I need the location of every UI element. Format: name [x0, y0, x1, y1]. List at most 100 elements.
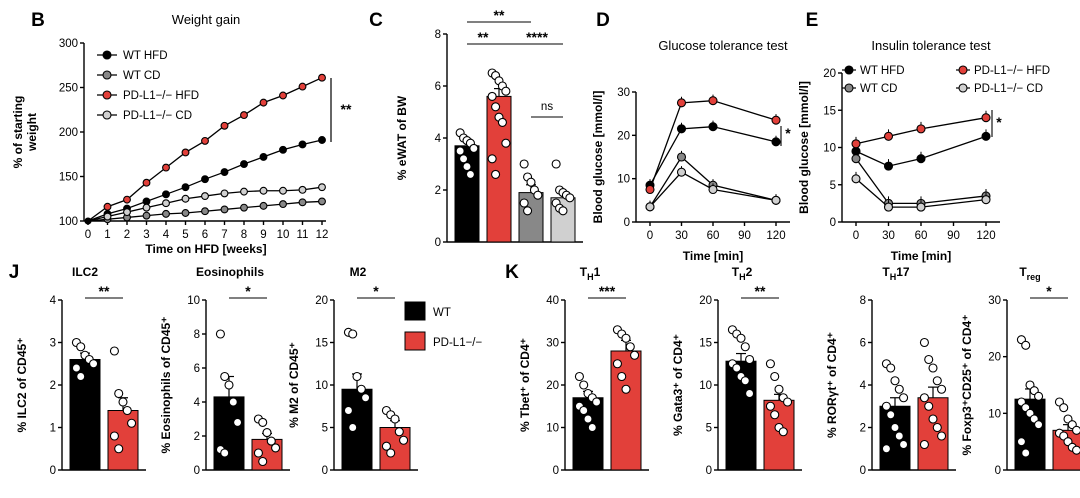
panel-label-b: B — [31, 10, 45, 31]
panel-e-y-tick-label: 10 — [823, 143, 836, 155]
panel-b-legend-marker — [102, 70, 112, 80]
panel-j2-sig: * — [245, 283, 251, 299]
panel-e-data-point — [883, 131, 894, 141]
panel-b-data-point — [259, 98, 268, 107]
panel-j2-individual-point — [253, 448, 263, 458]
panel-k3-individual-point — [899, 393, 909, 403]
panel-k2-individual-point — [732, 363, 742, 373]
panel-k3-individual-point — [894, 431, 904, 441]
panel-b-y-label-line2: weight — [25, 113, 39, 152]
panel-k4-individual-point — [1021, 340, 1031, 350]
panel-j3-individual-point — [381, 441, 391, 451]
panel-d-data-point — [708, 184, 718, 195]
panel-b-data-point — [123, 208, 131, 217]
panel-b-data-point — [298, 198, 307, 207]
legend-j-swatch-wt — [404, 301, 426, 321]
panel-k3-individual-point — [924, 401, 934, 411]
panel-b-data-point — [240, 160, 248, 168]
panel-b-data-point — [162, 209, 170, 218]
panel-c-individual-point — [526, 177, 536, 187]
panel-e-series-line — [855, 158, 987, 205]
panel-d-series-line — [649, 100, 777, 190]
panel-j3-individual-point — [348, 422, 358, 433]
panel-k3-individual-point — [886, 410, 896, 420]
panel-k4-individual-point — [1059, 403, 1069, 413]
panel-d-data-point — [676, 124, 687, 134]
panel-j2-individual-point — [228, 397, 238, 407]
panel-k3-individual-point — [919, 337, 929, 348]
panel-d-data-point — [708, 96, 718, 106]
panel-e-sig: * — [996, 114, 1002, 130]
panel-k1-individual-point — [583, 414, 593, 424]
panel-k3-y-tick-label: 2 — [860, 423, 866, 435]
panel-b-data-point — [298, 82, 307, 91]
panel-k1-y-tick-label: 40 — [546, 295, 559, 307]
panel-k3-bar — [879, 405, 911, 471]
panel-k4-y-tick-label: 10 — [988, 408, 1001, 420]
panel-c-individual-point — [565, 193, 575, 203]
panel-d-y-tick-label: 0 — [624, 217, 630, 229]
panel-j3-individual-point — [361, 393, 371, 403]
panel-k3-individual-point — [924, 354, 934, 365]
panel-j1-title: ILC2 — [72, 265, 98, 279]
panel-k1-y-tick-label: 10 — [546, 423, 559, 435]
panel-b-data-point — [259, 186, 268, 195]
panel-c-individual-point — [487, 154, 497, 164]
panel-c-individual-point — [459, 154, 469, 164]
panel-b-data-point — [240, 187, 248, 196]
panel-e-series-line — [855, 117, 987, 145]
panel-d-series-line — [649, 171, 777, 208]
panel-b-data-point — [220, 205, 229, 214]
panel-e-x-tick-label: 120 — [976, 230, 995, 242]
panel-k3-individual-point — [894, 384, 904, 394]
panel-j2-y-tick-label: 2 — [194, 431, 200, 443]
panel-b-data-point — [103, 212, 112, 221]
panel-d-data-point — [645, 202, 655, 212]
panel-k1-y-label: % Tbet⁺ of CD4⁺ — [518, 338, 532, 432]
panel-b-data-point — [201, 192, 209, 201]
panel-k4-y-label: % Foxp3⁺CD25⁺ of CD4⁺ — [960, 314, 974, 455]
panel-c-individual-point — [455, 146, 465, 156]
panel-k2-y-label: % Gata3⁺ of CD4⁺ — [671, 334, 685, 436]
panel-j2-individual-point — [258, 417, 268, 427]
panel-c-y-tick-label: 2 — [435, 185, 441, 197]
panel-e-data-point — [851, 154, 861, 164]
panel-c-y-label: % eWAT of BW — [395, 95, 409, 180]
panel-d-x-tick-label: 120 — [766, 230, 785, 242]
panel-d-series-line — [649, 126, 777, 186]
panel-e-data-point — [883, 161, 894, 171]
panel-k2-sig: ** — [755, 283, 766, 299]
panel-k2-y-tick-label: 20 — [699, 295, 712, 307]
panel-b-x-tick-label: 12 — [316, 229, 329, 241]
panel-k3-individual-point — [932, 422, 942, 433]
panel-e-x-tick-label: 60 — [915, 230, 928, 242]
legend-j-label-ko: PD-L1−/− — [433, 337, 483, 349]
panel-j2-individual-point — [224, 380, 234, 390]
panel-b-data-point — [181, 194, 190, 203]
panel-j1-y-tick-label: 4 — [50, 295, 57, 307]
panel-e-data-point — [851, 174, 861, 184]
panel-k3-y-tick-label: 8 — [860, 295, 866, 307]
panel-k3-y-tick-label: 0 — [860, 465, 866, 477]
panel-e-legend-label: PD-L1−/− HFD — [974, 65, 1050, 77]
panel-c-sig: ** — [478, 29, 489, 45]
panel-d-data-point — [676, 98, 687, 108]
panel-d-y-tick-label: 30 — [617, 87, 630, 99]
panel-b-data-point — [201, 207, 209, 216]
panel-c-individual-point — [491, 102, 501, 112]
panel-j1-individual-point — [114, 388, 124, 399]
panel-b-data-point — [220, 168, 229, 177]
panel-j3-bar — [341, 388, 373, 471]
panel-j3-y-tick-label: 15 — [315, 338, 328, 350]
panel-d-x-tick-label: 0 — [647, 230, 653, 242]
panel-k1-bar — [610, 350, 642, 471]
panel-j3-individual-point — [390, 414, 400, 424]
panel-b-x-tick-label: 4 — [163, 229, 170, 241]
panel-j3-y-tick-label: 0 — [322, 465, 328, 477]
panel-b-data-point — [181, 183, 190, 192]
panel-k1-individual-point — [630, 350, 640, 360]
panel-k4-individual-point — [1021, 448, 1031, 458]
panel-d-data-point — [676, 167, 687, 177]
panel-c-individual-point — [497, 117, 507, 127]
panel-k2-y-tick-label: 15 — [699, 338, 712, 350]
